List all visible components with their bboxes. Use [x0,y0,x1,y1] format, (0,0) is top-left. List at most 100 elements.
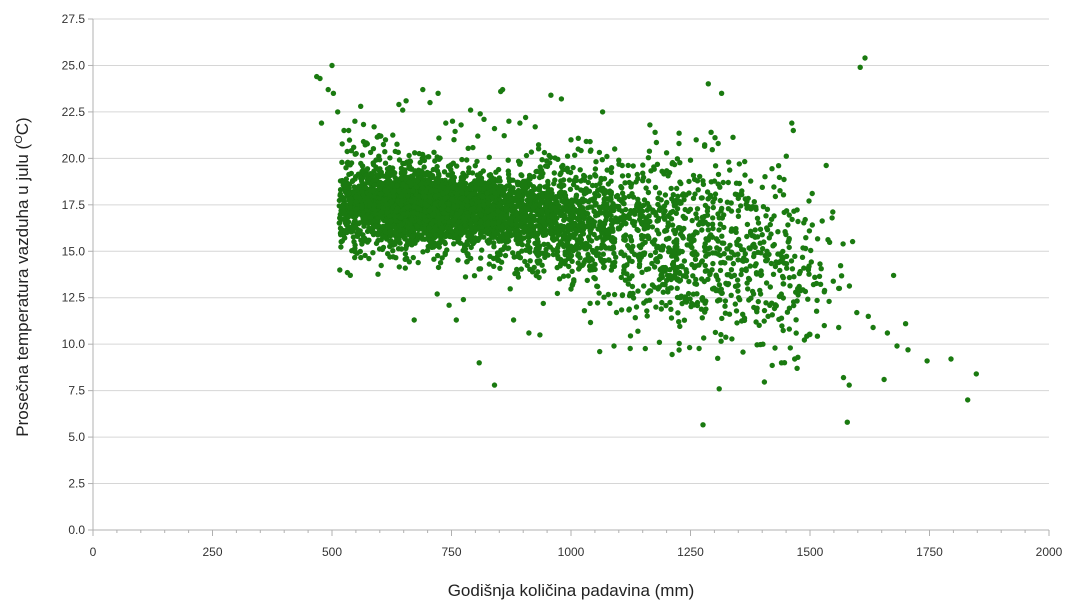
data-point [677,225,683,231]
data-point [572,231,578,238]
data-point [350,228,356,234]
data-point [543,198,550,205]
data-point [358,254,364,261]
data-point [398,165,405,171]
data-point [813,308,820,314]
data-point [747,245,753,252]
data-point [596,187,603,193]
data-point [441,210,447,216]
axes [88,18,1050,536]
data-point [705,81,711,87]
data-point [763,258,769,264]
data-point [557,182,564,188]
data-point [580,213,586,219]
data-point [603,212,609,218]
data-point [786,274,793,281]
data-point [443,232,449,238]
data-point [429,174,436,181]
data-point [557,223,563,229]
data-point [501,244,508,250]
data-point [527,258,533,264]
data-point [779,273,786,280]
data-point [533,193,539,200]
data-point [712,191,719,197]
data-point [701,335,707,341]
data-point [451,203,457,210]
data-point [627,333,634,339]
data-point [738,203,744,209]
data-point [592,266,598,273]
data-point [663,236,670,242]
data-point [428,221,435,227]
data-point [621,263,627,269]
data-point [708,179,714,185]
data-point [487,275,493,281]
data-point [514,266,520,273]
data-point [359,203,365,209]
data-point [614,192,621,199]
data-point [608,221,615,228]
data-point [735,251,741,257]
data-point [603,227,610,234]
data-point [634,226,640,233]
data-point [759,184,765,190]
data-point [672,251,678,257]
data-point [471,239,477,245]
data-point [363,172,370,179]
data-point [346,137,353,143]
data-point [350,178,356,184]
data-point [777,267,783,274]
data-point [345,219,352,225]
data-point [593,213,599,219]
data-point [690,273,696,279]
data-point [415,205,421,211]
data-point [402,160,408,167]
data-point [769,166,775,172]
data-point [497,202,503,209]
data-point [644,313,650,319]
data-point [434,163,440,170]
data-point [783,153,789,159]
data-point [622,180,628,186]
data-point [700,422,706,428]
data-point [755,298,761,305]
data-point [387,254,393,260]
data-point [761,379,768,385]
data-point [737,297,743,303]
data-point [762,252,768,259]
data-point [647,252,654,258]
data-point [748,295,754,301]
data-point [719,315,725,322]
data-point [421,230,427,236]
data-point [410,254,416,261]
data-point [498,212,504,219]
data-point [719,205,725,212]
data-point [542,229,548,235]
data-point [553,220,559,226]
data-point [447,233,453,240]
data-point [792,253,798,259]
data-point [645,189,652,196]
data-point [465,230,472,237]
data-point [352,245,358,251]
data-point [406,152,412,159]
data-point [380,223,386,229]
data-point [632,315,638,321]
data-point [587,227,593,233]
data-point [676,340,682,347]
data-point [475,199,482,205]
data-point [705,205,711,211]
data-point [448,167,454,173]
data-point [432,201,438,207]
data-point [533,246,539,252]
data-point [567,169,574,176]
data-point [717,197,723,204]
data-point [686,190,692,196]
data-point [699,315,705,321]
data-point [375,232,381,238]
data-point [722,303,728,309]
data-point [371,186,377,193]
data-point [468,255,474,262]
data-point [708,232,714,238]
data-point [470,144,476,151]
